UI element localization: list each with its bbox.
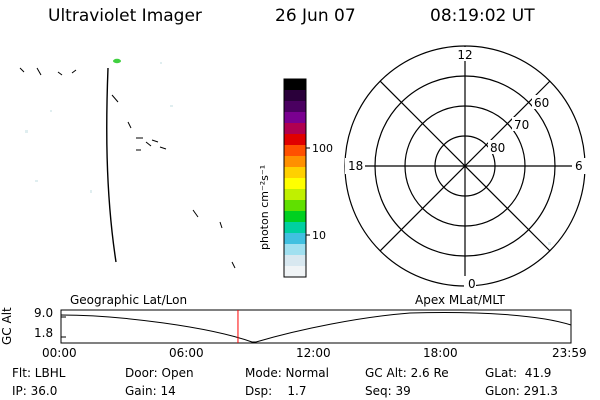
status-seq: Seq: 39 — [365, 384, 411, 398]
date-label: 26 Jun 07 — [275, 6, 356, 26]
altitude-plot — [60, 309, 572, 344]
mlt-label-18: 18 — [348, 159, 363, 173]
colorbar-segment — [284, 156, 306, 168]
colorbar-segment — [284, 211, 306, 223]
status-glon: GLon: 291.3 — [485, 384, 558, 398]
colorbar-label: photon cm⁻²s⁻¹ — [258, 164, 271, 250]
x-tick-1800: 18:00 — [423, 346, 458, 360]
x-tick-1200: 12:00 — [296, 346, 331, 360]
status-dsp: Dsp: 1.7 — [245, 384, 307, 398]
status-glat: GLat: 41.9 — [485, 366, 552, 380]
colorbar-segment — [284, 90, 306, 102]
colorbar: 100 10 — [283, 78, 333, 278]
lat-label-60: 60 — [534, 96, 549, 110]
colorbar-segment — [284, 79, 306, 91]
status-gain: Gain: 14 — [125, 384, 176, 398]
colorbar-segment — [284, 233, 306, 245]
mlt-label-0: 0 — [468, 277, 476, 290]
y-tick-1-8: 1.8 — [34, 326, 54, 340]
polar-mlt-plot: 12 18 6 0 60 70 80 — [344, 45, 586, 290]
colorbar-tick-10: 10 — [312, 229, 326, 242]
colorbar-segment — [284, 200, 306, 212]
colorbar-segment — [284, 112, 306, 124]
colorbar-segment — [284, 266, 306, 278]
geographic-image-panel — [19, 58, 236, 269]
aurora-spot — [113, 58, 121, 64]
colorbar-segment — [284, 222, 306, 234]
colorbar-tick-100: 100 — [312, 142, 333, 155]
colorbar-segment — [284, 101, 306, 113]
lat-label-70: 70 — [514, 118, 529, 132]
geographic-caption: Geographic Lat/Lon — [70, 293, 188, 307]
lat-label-80: 80 — [490, 141, 505, 155]
status-flt: Flt: LBHL — [12, 366, 66, 380]
colorbar-segment — [284, 189, 306, 201]
colorbar-segment — [284, 145, 306, 157]
colorbar-segment — [284, 123, 306, 135]
mlt-label-6: 6 — [575, 159, 583, 173]
time-label: 08:19:02 UT — [430, 6, 535, 26]
altitude-curve — [60, 312, 572, 343]
x-tick-0600: 06:00 — [169, 346, 204, 360]
apex-caption: Apex MLat/MLT — [415, 293, 505, 307]
y-tick-9: 9.0 — [34, 306, 54, 320]
mlt-label-12: 12 — [457, 48, 472, 62]
status-door: Door: Open — [125, 366, 194, 380]
coastline-fragments — [19, 67, 236, 269]
status-gc-alt: GC Alt: 2.6 Re — [365, 366, 449, 380]
colorbar-segment — [284, 178, 306, 190]
gc-alt-axis-label: GC Alt — [0, 307, 14, 345]
colorbar-segment — [284, 255, 306, 267]
colorbar-segment — [284, 244, 306, 256]
colorbar-segment — [284, 167, 306, 179]
terminator-line — [106, 67, 117, 263]
status-ip: IP: 36.0 — [12, 384, 58, 398]
faint-pixels — [25, 62, 173, 193]
colorbar-segment — [284, 134, 306, 146]
x-tick-2359: 23:59 — [552, 346, 587, 360]
status-mode: Mode: Normal — [245, 366, 329, 380]
x-tick-0000: 00:00 — [42, 346, 77, 360]
instrument-title: Ultraviolet Imager — [48, 6, 202, 26]
